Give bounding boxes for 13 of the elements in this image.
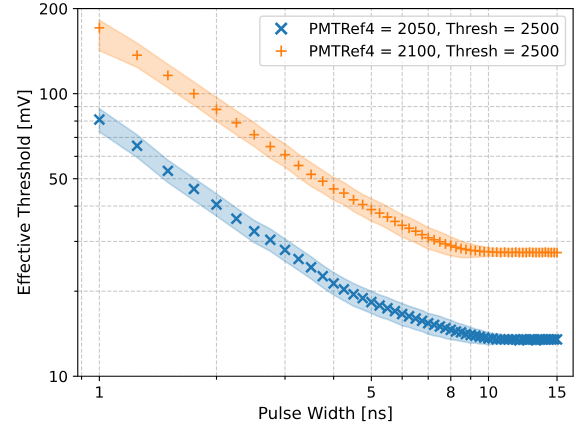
legend-label: PMTRef4 = 2100, Thresh = 2500 [310, 44, 558, 58]
y-tick-label: 50 [50, 173, 68, 185]
x-tick-label: 5 [368, 386, 375, 398]
x-tick-label: 10 [480, 386, 498, 398]
x-axis-title: Pulse Width [ns] [260, 406, 392, 422]
x-tick-label: 8 [446, 386, 455, 398]
x-tick-label: 15 [548, 386, 566, 398]
legend-label: PMTRef4 = 2050, Thresh = 2500 [310, 22, 558, 36]
x-tick-label: 1 [96, 386, 103, 398]
y-axis-title: Effective Threshold [mV] [17, 90, 32, 294]
y-tick-label: 100 [40, 88, 68, 100]
y-tick-label: 10 [50, 370, 68, 382]
y-tick-label: 200 [40, 3, 68, 15]
